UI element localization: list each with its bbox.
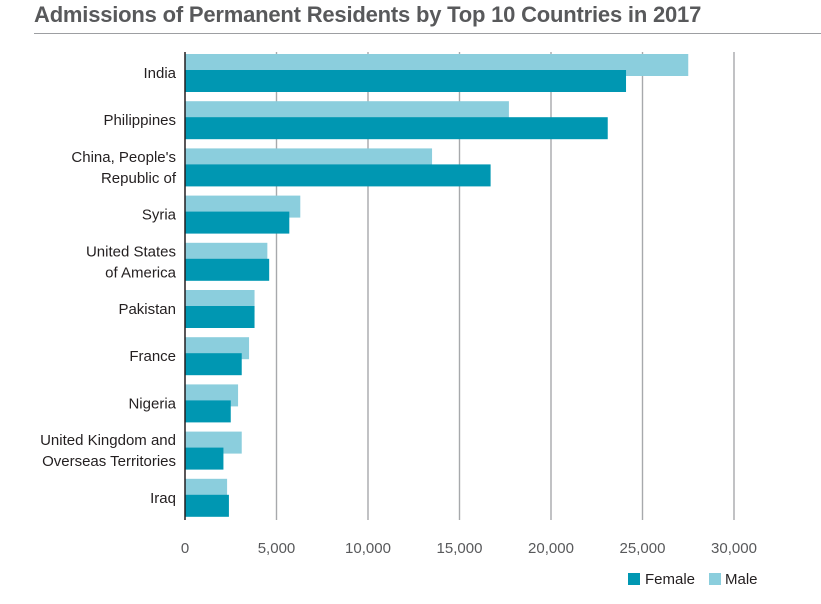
legend-swatch-female bbox=[628, 573, 640, 585]
category-label: Nigeria bbox=[128, 395, 176, 412]
category-label: India bbox=[143, 65, 176, 82]
bar-female bbox=[185, 117, 608, 140]
bar-female bbox=[185, 494, 229, 517]
x-tick-label: 30,000 bbox=[711, 540, 757, 557]
category-label: of America bbox=[105, 264, 177, 281]
x-tick-label: 5,000 bbox=[258, 540, 296, 557]
x-tick-label: 20,000 bbox=[528, 540, 574, 557]
chart-title: Admissions of Permanent Residents by Top… bbox=[34, 2, 702, 27]
category-label: Iraq bbox=[150, 490, 176, 507]
category-label: Philippines bbox=[103, 112, 176, 129]
category-label: Syria bbox=[142, 207, 177, 224]
bar-female bbox=[185, 447, 224, 470]
bar-female bbox=[185, 211, 290, 234]
bar-female bbox=[185, 164, 491, 187]
x-tick-label: 25,000 bbox=[620, 540, 666, 557]
category-label: France bbox=[129, 348, 176, 365]
bar-female bbox=[185, 306, 255, 328]
x-tick-label: 0 bbox=[181, 540, 189, 557]
x-tick-label: 10,000 bbox=[345, 540, 391, 557]
category-label: United States bbox=[86, 243, 176, 260]
category-label: United Kingdom and bbox=[40, 432, 176, 449]
legend-swatch-male bbox=[709, 573, 721, 585]
category-label: Overseas Territories bbox=[42, 453, 176, 470]
legend-label-female: Female bbox=[645, 571, 695, 588]
bar-female bbox=[185, 258, 270, 281]
category-label: Republic of bbox=[101, 170, 177, 187]
bar-female bbox=[185, 400, 231, 423]
category-label: Pakistan bbox=[118, 301, 176, 318]
legend-label-male: Male bbox=[725, 571, 758, 588]
x-tick-label: 15,000 bbox=[437, 540, 483, 557]
bar-female bbox=[185, 353, 242, 376]
bar-female bbox=[185, 70, 627, 92]
title-divider bbox=[34, 33, 821, 34]
category-label: China, People's bbox=[71, 149, 176, 166]
